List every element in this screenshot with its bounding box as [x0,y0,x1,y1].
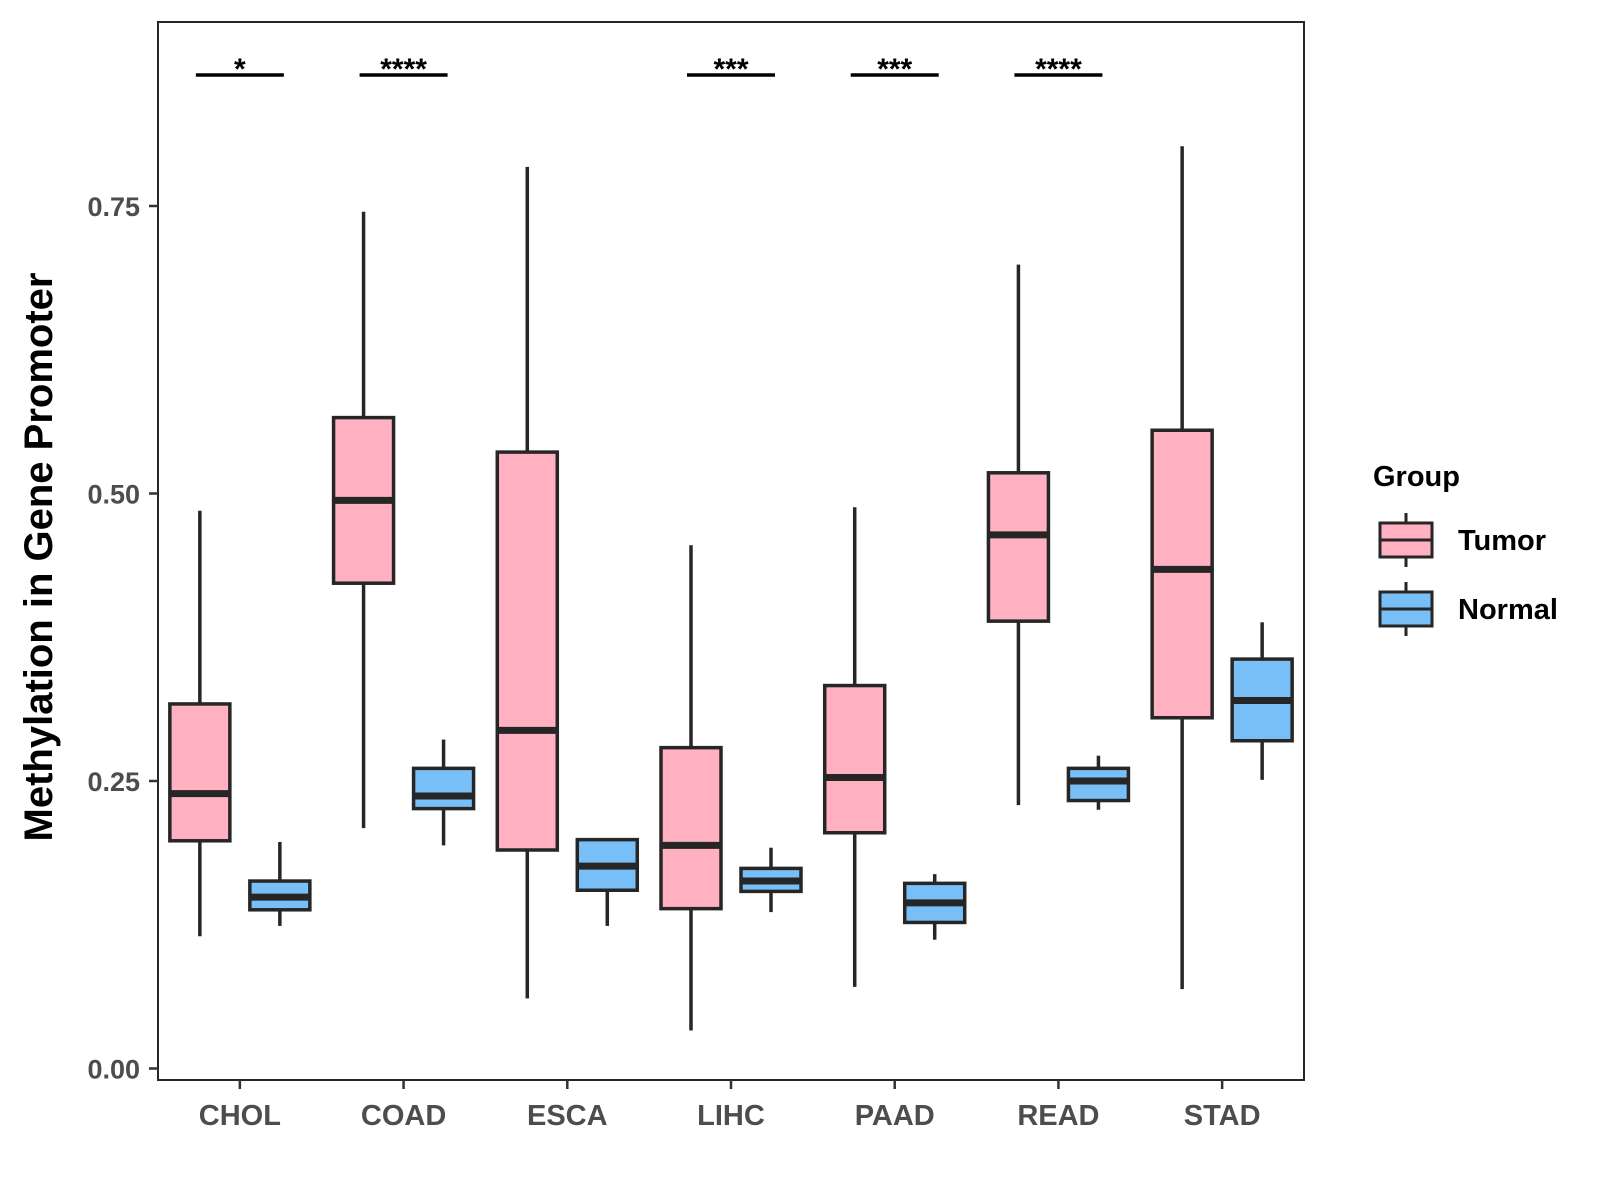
y-axis-title: Methylation in Gene Promoter [17,273,61,842]
box-tumor-lihc [659,545,723,1031]
legend-title: Group [1373,461,1460,493]
box-iqr [168,702,232,843]
box-iqr [411,766,476,811]
x-tick-label: ESCA [527,1100,608,1132]
x-tick-label: LIHC [697,1100,765,1132]
x-tick-label: READ [1017,1100,1099,1132]
box-normal-chol [248,841,312,926]
box-iqr [659,745,723,911]
box-tumor-coad [331,211,396,829]
box-tumor-chol [168,510,232,937]
legend-label: Normal [1458,594,1558,626]
box-iqr [822,683,887,835]
significance-label: **** [380,53,427,86]
plot-panel [157,21,1305,1081]
box-tumor-read [986,264,1051,806]
box-iqr [495,450,560,852]
box-normal-coad [411,739,476,846]
x-tick-label: CHOL [199,1100,281,1132]
box-normal-stad [1230,622,1294,780]
box-normal-paad [902,874,967,940]
legend-label: Tumor [1458,525,1546,557]
legend-item-normal: Normal [1378,582,1558,636]
box-tumor-esca [495,166,560,999]
significance-label: * [234,53,246,86]
box-normal-esca [575,837,640,926]
x-tick-label: PAAD [855,1100,935,1132]
box-iqr [986,471,1051,623]
box-tumor-stad [1150,146,1214,990]
y-tick-label: 0.25 [87,767,140,797]
legend: Group Tumor Normal [1373,461,1558,636]
box-normal-lihc [739,847,803,913]
box-iqr [1150,428,1214,720]
y-tick-label: 0.50 [87,480,140,510]
x-tick-label: STAD [1184,1100,1261,1132]
box-normal-read [1066,755,1131,810]
x-tick-label: COAD [361,1100,446,1132]
significance-label: *** [877,53,912,86]
legend-item-tumor: Tumor [1378,513,1546,567]
box-tumor-paad [822,507,887,987]
y-tick-label: 0.75 [87,192,140,222]
significance-label: **** [1035,53,1082,86]
y-tick-label: 0.00 [87,1055,140,1085]
significance-label: *** [713,53,748,86]
